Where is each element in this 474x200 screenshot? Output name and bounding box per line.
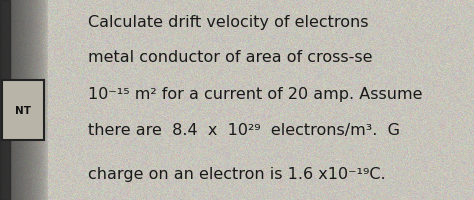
Text: Calculate drift velocity of electrons: Calculate drift velocity of electrons xyxy=(88,15,368,29)
FancyBboxPatch shape xyxy=(2,80,44,140)
Bar xyxy=(0,0,10,200)
Text: 10⁻¹⁵ m² for a current of 20 amp. Assume: 10⁻¹⁵ m² for a current of 20 amp. Assume xyxy=(88,86,422,102)
Text: there are  8.4  x  10²⁹  electrons/m³.  G: there are 8.4 x 10²⁹ electrons/m³. G xyxy=(88,122,400,138)
Text: metal conductor of area of cross-se: metal conductor of area of cross-se xyxy=(88,50,372,66)
Text: charge on an electron is 1.6 x10⁻¹⁹C.: charge on an electron is 1.6 x10⁻¹⁹C. xyxy=(88,166,385,182)
Text: NT: NT xyxy=(15,106,31,116)
